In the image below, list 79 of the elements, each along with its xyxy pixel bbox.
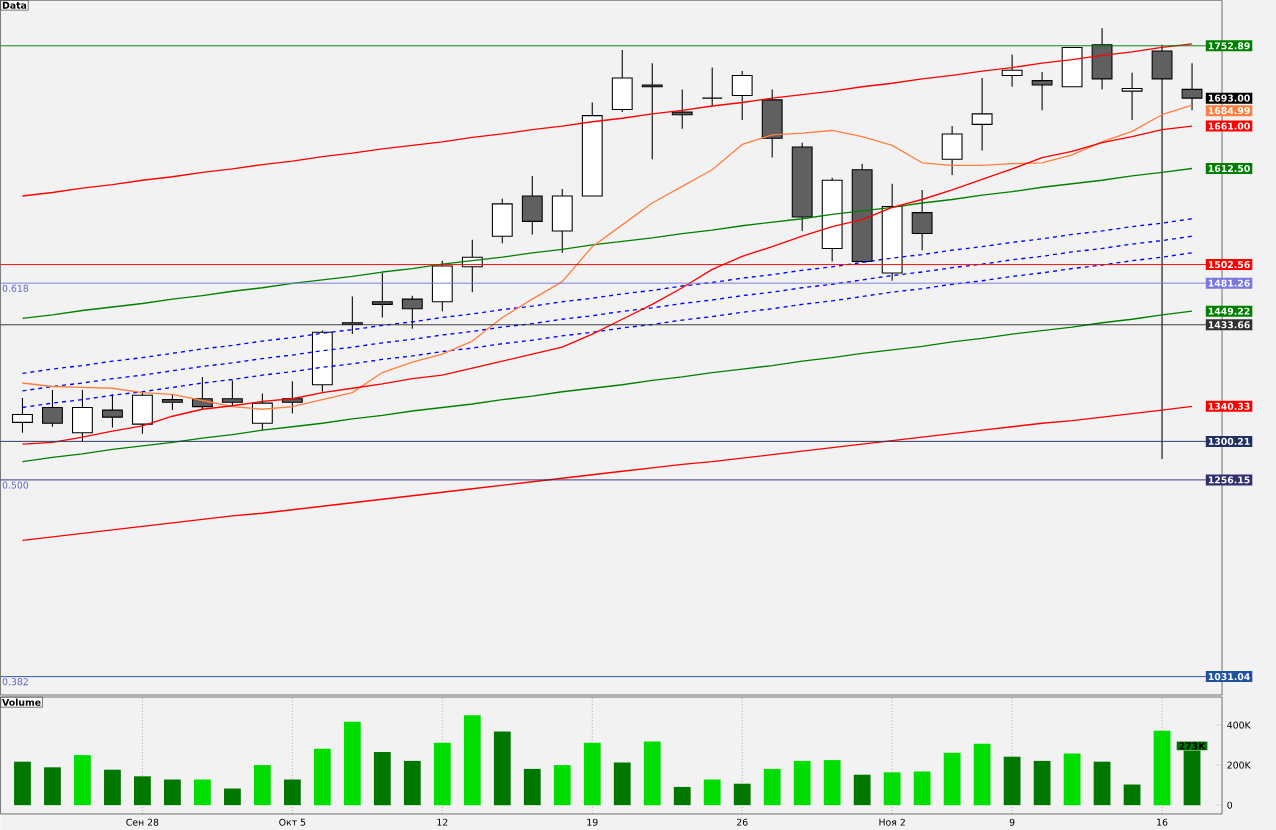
data-label: 273K — [1179, 742, 1206, 750]
x-tick-label: 16 — [1157, 818, 1168, 826]
chart-title: Volume — [2, 698, 41, 706]
candlestick — [1001, 53, 1023, 88]
y-tick-label: 0 — [1227, 801, 1233, 809]
annotation: 0.382 — [2, 678, 28, 686]
data-label: 1661.00 — [1208, 122, 1250, 130]
bar — [913, 771, 931, 806]
bar — [164, 779, 181, 806]
bar — [613, 762, 631, 806]
y-tick-label: 400K — [1227, 721, 1251, 729]
ref-line-label: 1031.04 — [1208, 673, 1250, 681]
data-label: 1449.22 — [1208, 307, 1250, 315]
bar — [553, 765, 571, 806]
bar — [703, 779, 721, 806]
candlestick — [1181, 62, 1203, 111]
bar — [1033, 760, 1051, 806]
bar — [373, 751, 391, 806]
ref-line-label: 1300.21 — [1208, 437, 1250, 445]
bar — [74, 755, 91, 806]
annotation: 0.618 — [2, 284, 29, 292]
x-tick-label: Ноя 2 — [879, 818, 905, 826]
data-label: 1340.33 — [1208, 402, 1250, 410]
bar — [1003, 756, 1021, 806]
bar — [313, 748, 331, 806]
bar — [583, 742, 601, 806]
bar — [763, 768, 781, 806]
bar — [283, 779, 301, 806]
bar — [673, 786, 691, 806]
ref-line-label: 1752.89 — [1208, 42, 1250, 50]
bar — [853, 774, 871, 806]
x-tick-label: 12 — [437, 818, 448, 826]
candlestick — [671, 88, 693, 130]
x-tick-label: 19 — [587, 818, 598, 826]
bar — [253, 765, 271, 806]
x-tick-label: 26 — [736, 818, 748, 826]
bar — [44, 767, 61, 806]
data-label: 1684.99 — [1208, 107, 1250, 115]
candlestick — [1091, 27, 1113, 90]
bar — [523, 768, 541, 806]
bar — [403, 760, 421, 806]
bar — [433, 742, 451, 806]
candlestick — [941, 125, 963, 176]
ref-line-label: 1502.56 — [1208, 260, 1250, 268]
text: 1693.00 — [1208, 94, 1250, 102]
bar — [493, 731, 511, 806]
bar — [643, 741, 661, 806]
chart-title: Data — [2, 1, 27, 9]
bar — [1093, 761, 1111, 806]
candlestick — [641, 62, 663, 160]
ref-line-label: 1433.66 — [1208, 321, 1250, 329]
candlestick — [971, 77, 993, 152]
candlestick — [1031, 71, 1053, 111]
x-tick-label: Окт 5 — [279, 818, 306, 826]
annotation: 0.500 — [2, 481, 29, 489]
x-tick-label: Сен 28 — [126, 818, 159, 826]
bar — [973, 743, 991, 806]
bar — [943, 752, 961, 806]
data-label: 1612.50 — [1208, 164, 1250, 172]
bar — [104, 769, 121, 806]
bar — [463, 715, 481, 806]
bar — [823, 760, 841, 806]
ref-line-label: 1256.15 — [1208, 476, 1250, 484]
y-tick-label: 200K — [1227, 761, 1251, 769]
bar — [883, 772, 901, 806]
bar — [733, 783, 751, 806]
bar — [793, 760, 811, 806]
bar — [14, 761, 31, 806]
bar — [1063, 753, 1081, 806]
bar — [194, 779, 211, 806]
bar — [343, 721, 361, 806]
bar — [1153, 730, 1171, 806]
bar — [134, 776, 151, 806]
ref-line-label: 1481.26 — [1208, 279, 1250, 287]
bar — [223, 788, 241, 806]
bar — [1123, 784, 1141, 806]
x-tick-label: 9 — [1009, 818, 1015, 826]
candlestick — [1121, 72, 1143, 121]
candlestick — [911, 189, 933, 251]
